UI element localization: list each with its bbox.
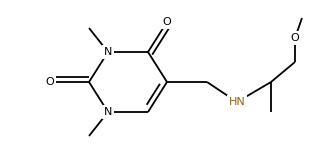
Text: HN: HN [229,97,245,107]
Text: O: O [163,17,171,27]
Text: O: O [290,33,299,43]
Text: O: O [46,77,54,87]
Text: N: N [104,47,112,57]
Text: N: N [104,107,112,117]
